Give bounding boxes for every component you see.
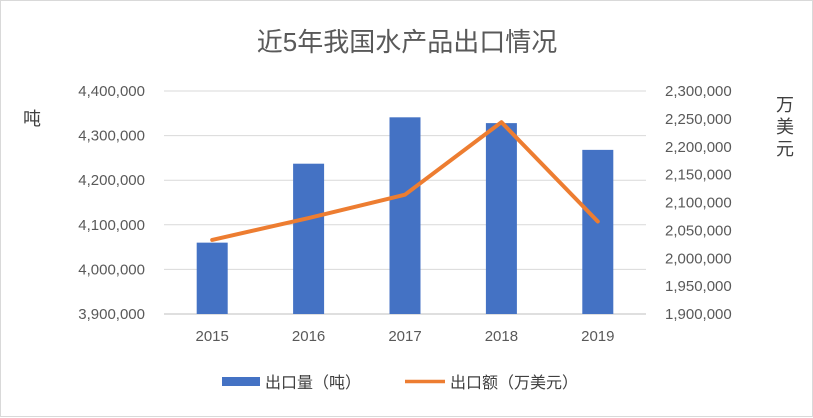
x-tick-label: 2018 (485, 328, 518, 345)
right-tick-label: 2,100,000 (665, 195, 732, 212)
legend-swatch-bar (222, 377, 260, 386)
left-axis-label: 吨 (23, 109, 41, 129)
left-tick-label: 4,400,000 (78, 83, 145, 100)
right-tick-label: 2,200,000 (665, 139, 732, 156)
right-tick-label: 2,300,000 (665, 83, 732, 100)
right-axis-label: 万美元 (776, 95, 794, 159)
right-tick-label: 2,050,000 (665, 222, 732, 239)
bar-series (196, 117, 614, 315)
x-tick-label: 2019 (581, 328, 614, 345)
bar (196, 242, 228, 314)
bar (293, 163, 325, 314)
left-tick-label: 4,100,000 (78, 217, 145, 234)
right-tick-label: 1,900,000 (665, 306, 732, 323)
bar (582, 149, 614, 314)
x-tick-label: 2015 (196, 328, 229, 345)
left-tick-label: 3,900,000 (78, 306, 145, 323)
line-point (403, 193, 407, 197)
right-tick-label: 2,250,000 (665, 111, 732, 128)
legend: 出口量（吨） 出口额（万美元） (222, 374, 578, 392)
line-series (210, 120, 600, 242)
left-tick-label: 4,000,000 (78, 261, 145, 278)
line-point (499, 120, 503, 124)
x-tick-label: 2017 (388, 328, 421, 345)
left-tick-label: 4,200,000 (78, 172, 145, 189)
line-point (307, 216, 311, 220)
chart-title: 近5年我国水产品出口情况 (257, 27, 557, 57)
legend-label-line: 出口额（万美元） (450, 374, 578, 392)
right-tick-label: 2,150,000 (665, 167, 732, 184)
x-axis-ticks: 2015 2016 2017 2018 2019 (196, 328, 615, 345)
line-point (210, 238, 214, 242)
right-tick-label: 2,000,000 (665, 250, 732, 267)
x-tick-label: 2016 (292, 328, 325, 345)
line-point (596, 219, 600, 223)
left-tick-label: 4,300,000 (78, 128, 145, 145)
bar (485, 123, 517, 314)
left-axis-ticks: 3,900,000 4,000,000 4,100,000 4,200,000 4,30… (78, 83, 145, 323)
right-tick-label: 1,950,000 (665, 278, 732, 295)
bar (389, 117, 421, 315)
right-axis-ticks: 1,900,000 1,950,000 2,000,000 2,050,000 2,10… (665, 83, 732, 323)
legend-label-bar: 出口量（吨） (265, 374, 361, 392)
